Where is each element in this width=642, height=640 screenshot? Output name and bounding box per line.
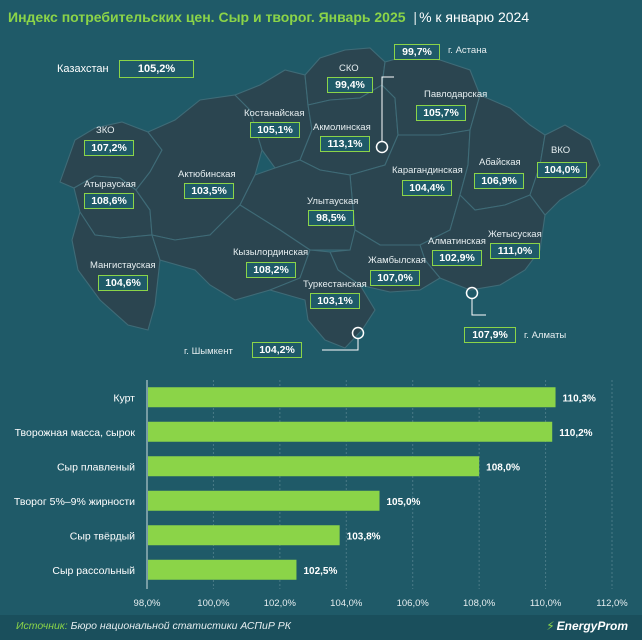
bar — [148, 421, 553, 442]
title-separator: | — [413, 9, 418, 25]
source-label: Источник: — [16, 620, 68, 632]
region-value-turkestan: 103,1% — [310, 293, 360, 309]
region-value-abai: 106,9% — [474, 173, 524, 189]
almaty-marker — [465, 286, 479, 300]
x-tick-label: 98,0% — [134, 598, 161, 609]
region-name-karaganda: Карагандинская — [392, 165, 463, 176]
region-name-zko: ЗКО — [96, 125, 115, 136]
region-name-zhetysu: Жетысуская — [488, 229, 542, 240]
footer: Источник: Бюро национальной статистики А… — [0, 615, 642, 640]
x-tick-label: 108,0% — [463, 598, 496, 609]
region-name-kostanay: Костанайская — [244, 108, 305, 119]
country-label: Казахстан — [57, 63, 109, 75]
source-text: Бюро национальной статистики АСПиР РК — [70, 620, 291, 632]
x-tick-label: 110,0% — [530, 598, 562, 609]
x-tick-label: 102,0% — [264, 598, 297, 609]
country-value-box: 105,2% — [119, 60, 194, 78]
region-value-karaganda: 104,4% — [402, 180, 452, 196]
bar — [148, 456, 480, 477]
category-label: Творог 5%–9% жирности — [14, 496, 135, 508]
shymkent-leader-line — [322, 339, 359, 351]
region-name-aktobe: Актюбинская — [178, 169, 236, 180]
region-value-ulytau: 98,5% — [308, 210, 354, 226]
x-tick-label: 100,0% — [197, 598, 230, 609]
bar — [148, 387, 556, 408]
region-value-mangystau: 104,6% — [98, 275, 148, 291]
region-name-abai: Абайская — [479, 157, 521, 168]
bar — [148, 525, 340, 546]
region-name-ulytau: Улытауская — [307, 196, 359, 207]
region-mangystau — [71, 210, 161, 331]
page-title: Индекс потребительских цен. Сыр и творог… — [8, 9, 406, 25]
bar-value-label: 110,2% — [559, 428, 592, 439]
category-label: Курт — [113, 392, 135, 404]
region-name-almaty-region: Алматинская — [428, 236, 486, 247]
bar-value-label: 108,0% — [486, 462, 520, 473]
brand-logo: ⚡ EnergyProm — [546, 619, 628, 633]
region-name-almaty-city: г. Алматы — [524, 330, 567, 341]
region-value-zko: 107,2% — [84, 140, 134, 156]
bar — [148, 490, 380, 511]
region-name-atyrau: Атырауская — [84, 179, 136, 190]
brand-name: EnergyProm — [556, 619, 628, 633]
region-value-aktobe: 103,5% — [184, 183, 234, 199]
region-value-kyzylorda: 108,2% — [246, 262, 296, 278]
region-value-pavlodar: 105,7% — [416, 105, 466, 121]
shymkent-marker — [351, 326, 365, 340]
region-name-zhambyl: Жамбылская — [368, 255, 426, 266]
region-value-almaty-region: 102,9% — [432, 250, 482, 266]
region-value-atyrau: 108,6% — [84, 193, 134, 209]
region-name-turkestan: Туркестанская — [303, 279, 367, 290]
astana-marker — [375, 140, 389, 154]
region-value-kostanay: 105,1% — [250, 122, 300, 138]
region-name-vko: ВКО — [551, 145, 571, 156]
region-name-mangystau: Мангистауская — [90, 260, 156, 271]
bar-value-label: 103,8% — [347, 531, 381, 542]
region-name-pavlodar: Павлодарская — [424, 89, 488, 100]
category-label: Сыр рассольный — [52, 565, 135, 577]
almaty-leader-line — [471, 299, 486, 316]
region-value-zhambyl: 107,0% — [370, 270, 420, 286]
region-value-almaty-city: 107,9% — [464, 327, 516, 343]
x-tick-label: 106,0% — [397, 598, 430, 609]
region-name-astana: г. Астана — [448, 45, 487, 56]
chart-header: Индекс потребительских цен. Сыр и творог… — [8, 9, 529, 25]
bar — [148, 559, 297, 580]
bar-value-label: 102,5% — [303, 566, 337, 577]
region-value-akmola: 113,1% — [320, 136, 370, 152]
category-label: Сыр плавленый — [57, 461, 135, 473]
region-value-astana: 99,7% — [394, 44, 440, 60]
region-name-shymkent: г. Шымкент — [184, 346, 233, 357]
bar-value-label: 105,0% — [387, 497, 421, 508]
region-value-vko: 104,0% — [537, 162, 587, 178]
region-value-shymkent: 104,2% — [252, 342, 302, 358]
x-tick-label: 104,0% — [330, 598, 363, 609]
category-label: Сыр твёрдый — [70, 530, 135, 542]
kazakhstan-map — [59, 47, 601, 351]
brand-mark-icon: ⚡ — [546, 619, 555, 633]
bar-chart: 98,0% 100,0% 102,0% 104,0% 106,0% 108,0% 110,0… — [14, 380, 628, 609]
source-note: Источник: Бюро национальной статистики А… — [16, 620, 291, 632]
bar-value-label: 110,3% — [563, 393, 596, 404]
region-value-zhetysu: 111,0% — [490, 243, 540, 259]
region-name-sko: СКО — [339, 63, 359, 74]
page-subtitle: % к январю 2024 — [419, 9, 530, 25]
region-name-kyzylorda: Кызылординская — [233, 247, 309, 258]
region-name-akmola: Акмолинская — [313, 122, 371, 133]
x-tick-label: 112,0% — [596, 598, 628, 609]
astana-leader-line — [381, 76, 394, 141]
category-label: Творожная масса, сырок — [15, 427, 136, 439]
region-value-sko: 99,4% — [327, 77, 373, 93]
